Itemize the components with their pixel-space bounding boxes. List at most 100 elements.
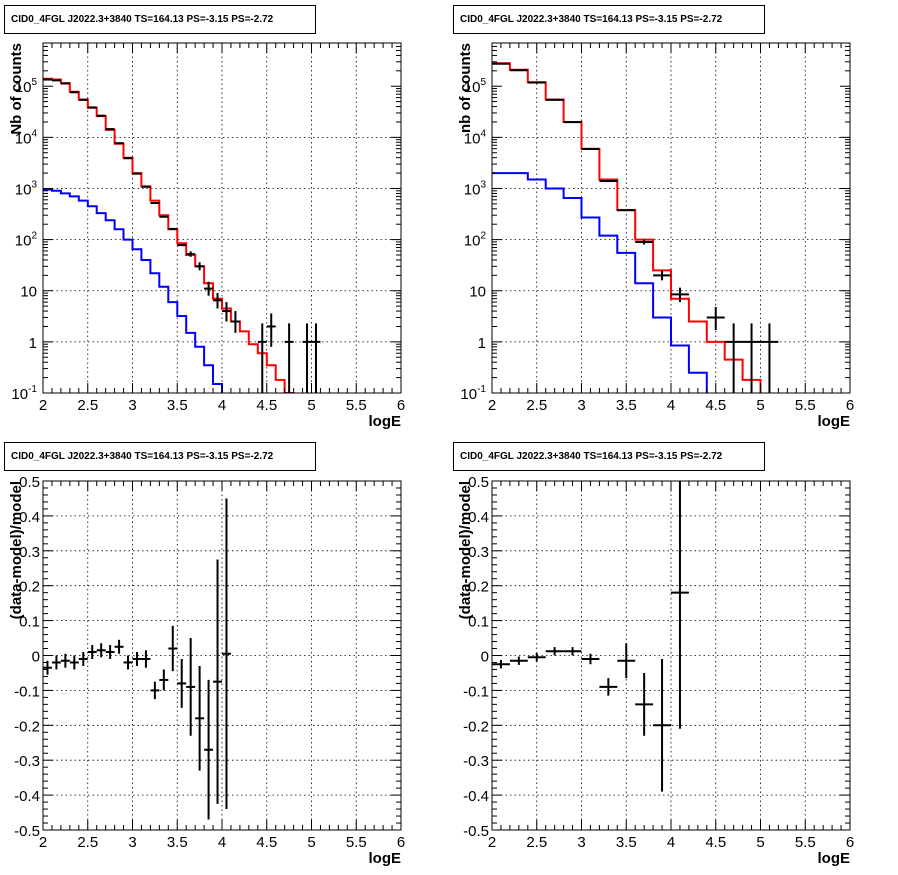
data-point: [635, 239, 654, 245]
y-tick-label: 0.3: [19, 544, 40, 561]
x-axis-label: logE: [818, 413, 851, 430]
x-tick-label: 3.5: [616, 834, 637, 851]
residual-point: [599, 678, 618, 696]
residual-point: [114, 639, 124, 654]
x-tick-label: 5: [756, 834, 764, 851]
x-tick-label: 2: [39, 397, 47, 414]
data-point: [195, 262, 205, 271]
y-tick-label: 104: [15, 128, 38, 147]
series-model_component: [492, 172, 708, 393]
y-tick-mantissa: 10: [464, 130, 481, 147]
residual-point: [87, 645, 97, 659]
y-tick-label: 0: [481, 649, 489, 666]
y-tick-mantissa: 10: [460, 386, 477, 403]
y-tick-mantissa: 10: [15, 130, 32, 147]
data-point: [186, 251, 196, 257]
y-tick-mantissa: 10: [15, 181, 32, 198]
y-tick-exponent: -1: [477, 384, 486, 395]
x-tick-label: 5.5: [795, 397, 816, 414]
y-tick-label: 105: [464, 77, 487, 96]
y-tick-label: 0.2: [19, 579, 40, 596]
y-tick-label: -0.4: [463, 788, 489, 805]
y-tick-label: 0: [32, 649, 40, 666]
residual-point: [123, 655, 133, 670]
x-tick-label: 6: [397, 834, 405, 851]
y-tick-exponent: 4: [31, 128, 37, 139]
series-model_total: [492, 62, 762, 393]
plot-frame: [491, 480, 851, 831]
residual-point: [222, 498, 231, 810]
residual-point: [527, 653, 546, 662]
y-tick-label: 1: [478, 335, 486, 352]
y-tick-label: 0.5: [19, 474, 40, 491]
data-point: [266, 313, 276, 347]
y-tick-exponent: 5: [480, 77, 486, 88]
x-tick-label: 6: [846, 834, 854, 851]
residual-point: [671, 481, 689, 729]
x-axis-label: logE: [369, 413, 402, 430]
y-tick-exponent: 5: [31, 77, 37, 88]
chart-panel-1: 2 2.5 3 3.5 4 4.5 5 5.5 610-1110102103104105logE…: [457, 42, 854, 430]
y-tick-label: -0.2: [14, 718, 40, 735]
y-tick-label: -0.3: [14, 753, 40, 770]
residual-point: [132, 652, 142, 666]
residual-point: [545, 647, 564, 656]
y-tick-mantissa: 10: [11, 386, 28, 403]
x-tick-label: 2: [488, 834, 496, 851]
y-axis-label: Nb of counts: [8, 43, 25, 135]
x-tick-label: 3.5: [616, 397, 637, 414]
x-tick-label: 2.5: [77, 397, 98, 414]
y-tick-label: 102: [15, 231, 38, 250]
residual-point: [69, 655, 79, 670]
x-tick-label: 5: [307, 397, 315, 414]
y-tick-label: 102: [464, 231, 487, 250]
x-tick-label: 4.5: [256, 834, 277, 851]
y-tick-label: -0.2: [463, 718, 489, 735]
x-axis-label: logE: [818, 850, 851, 867]
y-tick-label: 10-1: [11, 384, 37, 403]
y-tick-label: -0.3: [463, 753, 489, 770]
x-tick-label: 3.5: [167, 397, 188, 414]
residual-point: [177, 658, 187, 708]
panel-title-top-left: CID0_4FGL J2022.3+3840 TS=164.13 PS=-3.1…: [4, 5, 316, 34]
data-point: [257, 323, 267, 393]
chart-panel-3: 2 2.5 3 3.5 4 4.5 5 5.5 6 -0.5 -0.4 -0.3 -0.2 -0.1 0 0.…: [457, 474, 854, 867]
x-tick-label: 2.5: [77, 834, 98, 851]
residual-point: [159, 669, 169, 691]
y-tick-label: 0.1: [468, 614, 489, 631]
y-tick-label: 105: [15, 77, 38, 96]
data-point: [230, 311, 240, 333]
y-tick-label: 0.3: [468, 544, 489, 561]
y-tick-exponent: 2: [480, 231, 486, 242]
y-tick-exponent: 3: [31, 179, 37, 190]
x-tick-label: 4: [667, 834, 675, 851]
data-point: [653, 270, 671, 281]
y-tick-label: 1: [29, 335, 37, 352]
y-tick-label: 0.4: [19, 509, 40, 526]
x-tick-label: 2.5: [526, 834, 547, 851]
x-tick-label: 4.5: [705, 397, 726, 414]
y-tick-label: 0.1: [19, 614, 40, 631]
y-tick-exponent: 3: [480, 179, 486, 190]
x-tick-label: 5.5: [346, 834, 367, 851]
residual-point: [563, 647, 582, 656]
x-tick-label: 2.5: [526, 397, 547, 414]
series-model_component: [43, 188, 223, 393]
y-tick-label: 10: [20, 284, 37, 301]
residual-point: [105, 645, 115, 659]
x-tick-label: 5.5: [346, 397, 367, 414]
residual-point: [213, 559, 222, 804]
x-tick-label: 5: [756, 397, 764, 414]
y-axis-label: (data-model)/model: [457, 481, 474, 619]
data-point: [222, 302, 231, 322]
y-tick-label: 10-1: [460, 384, 486, 403]
residual-point: [186, 638, 196, 736]
data-point: [724, 323, 743, 393]
y-tick-label: 0.4: [468, 509, 489, 526]
y-tick-exponent: 2: [31, 231, 37, 242]
x-tick-label: 6: [397, 397, 405, 414]
data-point: [284, 323, 294, 393]
x-axis-label: logE: [369, 850, 402, 867]
x-tick-label: 4.5: [256, 397, 277, 414]
